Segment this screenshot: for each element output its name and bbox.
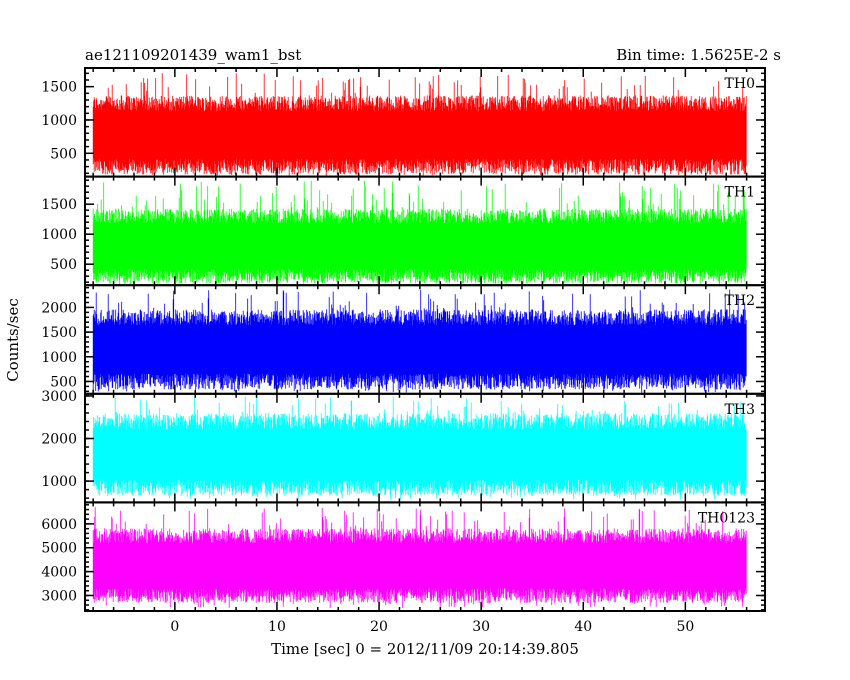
panel-th1: 500 1000 1500 TH1: [41, 175, 766, 287]
y-tick-label: 5000: [41, 541, 77, 557]
panel-label: TH2: [725, 293, 755, 309]
y-tick-label: 500: [50, 146, 77, 162]
series-th0: [92, 73, 747, 176]
y-tick-label: 1500: [41, 325, 77, 341]
y-tick-label: 3000: [41, 588, 77, 604]
x-axis-label: Time [sec] 0 = 2012/11/09 20:14:39.805: [271, 640, 579, 658]
x-tick-label: 0: [170, 619, 179, 635]
panel-label: TH0: [725, 76, 755, 92]
x-tick-label: 20: [370, 619, 388, 635]
panel-label: TH0123: [698, 510, 755, 526]
y-axis-label: Counts/sec: [4, 298, 22, 382]
x-tick-label: 10: [268, 619, 286, 635]
y-tick-label: 2000: [41, 300, 77, 316]
y-tick-label: 1000: [41, 113, 77, 129]
series-th0123: [92, 507, 747, 608]
panel-th0123: 3000 4000 5000 6000 TH0123: [41, 501, 766, 612]
y-tick-label: 2000: [41, 432, 77, 448]
y-tick-label: 1500: [41, 80, 77, 96]
x-tick-label: 40: [574, 619, 592, 635]
panel-label: TH1: [725, 185, 755, 201]
y-tick-label: 1000: [41, 227, 77, 243]
series-th2: [92, 289, 747, 393]
y-tick-label: 1000: [41, 474, 77, 490]
x-tick-label: 50: [676, 619, 694, 635]
series-th1: [92, 180, 747, 284]
y-tick-label: 4000: [41, 565, 77, 581]
y-tick-label: 3000: [41, 389, 77, 405]
series-th3: [92, 396, 747, 500]
x-tick-label: 30: [472, 619, 490, 635]
panel-label: TH3: [725, 402, 755, 418]
panel-th2: 500 1000 1500 2000 TH2: [41, 284, 766, 395]
y-tick-label: 500: [50, 374, 77, 390]
y-tick-label: 1000: [41, 350, 77, 366]
chart-title-left: ae121109201439_wam1_bst: [85, 46, 301, 64]
y-tick-label: 500: [50, 257, 77, 273]
panel-th0: 500 1000 1500 TH0: [41, 67, 766, 178]
panel-th3: 1000 2000 3000 TH3: [41, 389, 766, 504]
y-tick-label: 1500: [41, 197, 77, 213]
chart-title-right: Bin time: 1.5625E-2 s: [616, 46, 781, 64]
y-tick-label: 6000: [41, 517, 77, 533]
